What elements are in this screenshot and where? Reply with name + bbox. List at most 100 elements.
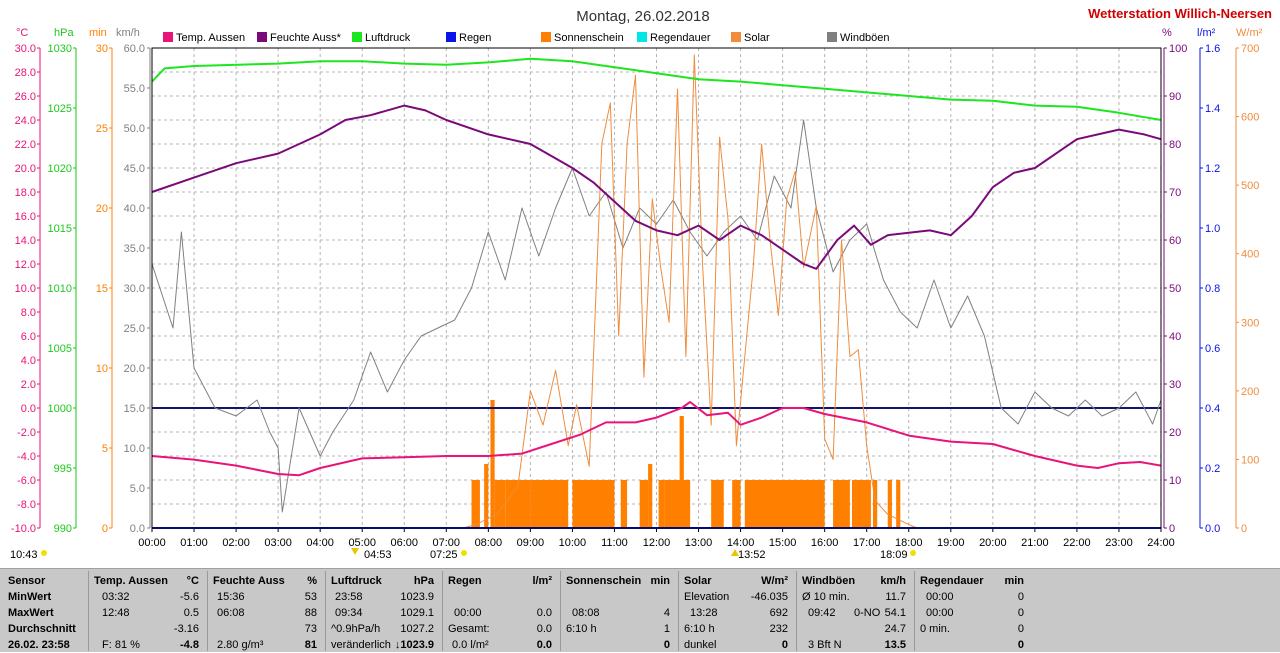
humidity-axis-tick-label: 30 [1169, 379, 1181, 391]
wind-axis-tick-label: 35.0 [124, 243, 145, 255]
humidity-axis-tick-label: 10 [1169, 475, 1181, 487]
solar-axis-tick-label: 500 [1241, 180, 1259, 192]
x-tick-label: 24:00 [1147, 537, 1175, 549]
legend-label: Regendauer [650, 32, 711, 44]
sunshine-bar [494, 480, 506, 528]
temp-avg: -3.16 [173, 623, 199, 635]
wind-axis-tick-label: 50.0 [124, 123, 145, 135]
legend-label: Temp. Aussen [176, 32, 245, 44]
wind-max-time: 09:42 [808, 607, 836, 619]
temp-axis-tick-label: -10.0 [11, 523, 36, 535]
rain-axis-tick-label: 1.2 [1205, 163, 1220, 175]
humidity-axis-tick-label: 100 [1169, 43, 1187, 55]
temp-axis-tick-label: 10.0 [15, 283, 36, 295]
press-avg: 1027.2 [400, 623, 434, 635]
press-max-time: 09:34 [335, 607, 363, 619]
legend-swatch [637, 32, 647, 42]
x-tick-label: 02:00 [222, 537, 250, 549]
pressure-axis-tick-label: 1015 [48, 223, 72, 235]
wind-axis-tick-label: 20.0 [124, 363, 145, 375]
right-axes: 10090807060504030201001.61.41.21.00.80.6… [1163, 43, 1259, 535]
row-label-avg: Durchschnitt [8, 623, 76, 635]
solar-elevation-label: Elevation [684, 591, 730, 603]
sunshine-bar [711, 480, 724, 528]
sunshine-bar [471, 480, 480, 528]
wind-max: 54.1 [884, 607, 906, 619]
minutes-axis-tick-label: 30 [96, 43, 108, 55]
rain-unit-cell: l/m² [532, 575, 552, 587]
hum-max: 88 [304, 607, 317, 619]
wind-axis-tick-label: 25.0 [124, 323, 145, 335]
hum-avg: 73 [304, 623, 317, 635]
hum-max-time: 06:08 [217, 607, 245, 619]
pressure-axis-tick-label: 1030 [48, 43, 72, 55]
rdur-min-time: 00:00 [926, 591, 954, 603]
temp-min-time: 03:32 [102, 591, 130, 603]
footer-timestamp: 26.02. 23:58 [8, 639, 70, 651]
solar-elevation: -46.035 [750, 591, 788, 603]
wind-title: Windböen [802, 575, 856, 587]
legend-label: Luftdruck [365, 32, 411, 44]
max-solar-time-label: 13:52 [738, 549, 766, 561]
legend-label: Feuchte Auss* [270, 32, 342, 44]
min-wind-arrow-icon [351, 548, 359, 555]
rain-axis-tick-label: 0.0 [1205, 523, 1220, 535]
x-tick-label: 10:00 [559, 537, 587, 549]
rain-axis-tick-label: 1.6 [1205, 43, 1220, 55]
left-sun-icon [41, 550, 47, 556]
humidity-axis-tick-label: 60 [1169, 235, 1181, 247]
sunset-sun-icon [910, 550, 916, 556]
sensor-header: Sensor [8, 575, 46, 587]
solar-title: Solar [684, 575, 712, 587]
wind-column: Windböen km/h Ø 10 min. 11.7 09:42 0-NO … [796, 569, 914, 653]
rain-axis-tick-label: 0.8 [1205, 283, 1220, 295]
humidity-column: Feuchte Auss % 15:36 53 06:08 88 73 2.80… [207, 569, 325, 653]
temp-current: -4.8 [180, 639, 199, 651]
stats-panel: Sensor MinWert MaxWert Durchschnitt 26.0… [0, 568, 1280, 652]
temp-axis-tick-label: 14.0 [15, 235, 36, 247]
rdur-current: 0 [1017, 639, 1024, 651]
solar-axis-tick-label: 0 [1241, 523, 1247, 535]
sunshine-bar [679, 416, 684, 528]
hum-title: Feuchte Auss [213, 575, 285, 587]
temp-max: 0.5 [183, 607, 199, 619]
pressure-unit: hPa [54, 27, 74, 39]
rain-unit: l/m² [1197, 27, 1216, 39]
weather-chart: Montag, 26.02.2018 Wetterstation Willich… [10, 6, 1273, 561]
temp-max-time: 12:48 [102, 607, 130, 619]
rdur-title: Regendauer [920, 575, 984, 587]
x-tick-label: 20:00 [979, 537, 1007, 549]
rdur-min: 0 [1017, 591, 1024, 603]
left-time-label: 10:43 [10, 549, 38, 561]
sunshine-bar [530, 480, 569, 528]
legend-label: Sonnenschein [554, 32, 624, 44]
rain-axis-tick-label: 0.2 [1205, 463, 1220, 475]
hum-min-time: 15:36 [217, 591, 245, 603]
minutes-axis-tick-label: 25 [96, 123, 108, 135]
humidity-axis-tick-label: 80 [1169, 139, 1181, 151]
wind-axis-tick-label: 15.0 [124, 403, 145, 415]
rdur-unit-cell: min [1004, 575, 1024, 587]
plot-frame [151, 47, 1162, 529]
solar-current: 0 [781, 639, 788, 651]
series-lines [151, 54, 1162, 529]
divider [678, 571, 679, 651]
sunset-label: 18:09 [880, 549, 908, 561]
sun-max-time: 08:08 [572, 607, 600, 619]
x-tick-label: 18:00 [895, 537, 923, 549]
temp-axis-tick-label: 2.0 [21, 379, 36, 391]
rain-max-time: 00:00 [454, 607, 482, 619]
sunshine-bar [664, 480, 691, 528]
wind-max-direction: 0-NO [854, 607, 881, 619]
temp-axis-tick-label: 22.0 [15, 139, 36, 151]
temp-axis-tick-label: 0.0 [21, 403, 36, 415]
sunshine-column: Sonnenschein min 08:08 4 6:10 h 1 0 [560, 569, 678, 653]
press-max: 1029.1 [400, 607, 434, 619]
wind-current: 13.5 [884, 639, 906, 651]
station-name: Wetterstation Willich-Neersen [1088, 6, 1272, 21]
legend-label: Solar [744, 32, 770, 44]
wind-foot-label: 3 Bft N [808, 639, 842, 651]
sun-avg: 1 [663, 623, 670, 635]
temp-axis-tick-label: 4.0 [21, 355, 36, 367]
x-tick-label: 17:00 [853, 537, 881, 549]
